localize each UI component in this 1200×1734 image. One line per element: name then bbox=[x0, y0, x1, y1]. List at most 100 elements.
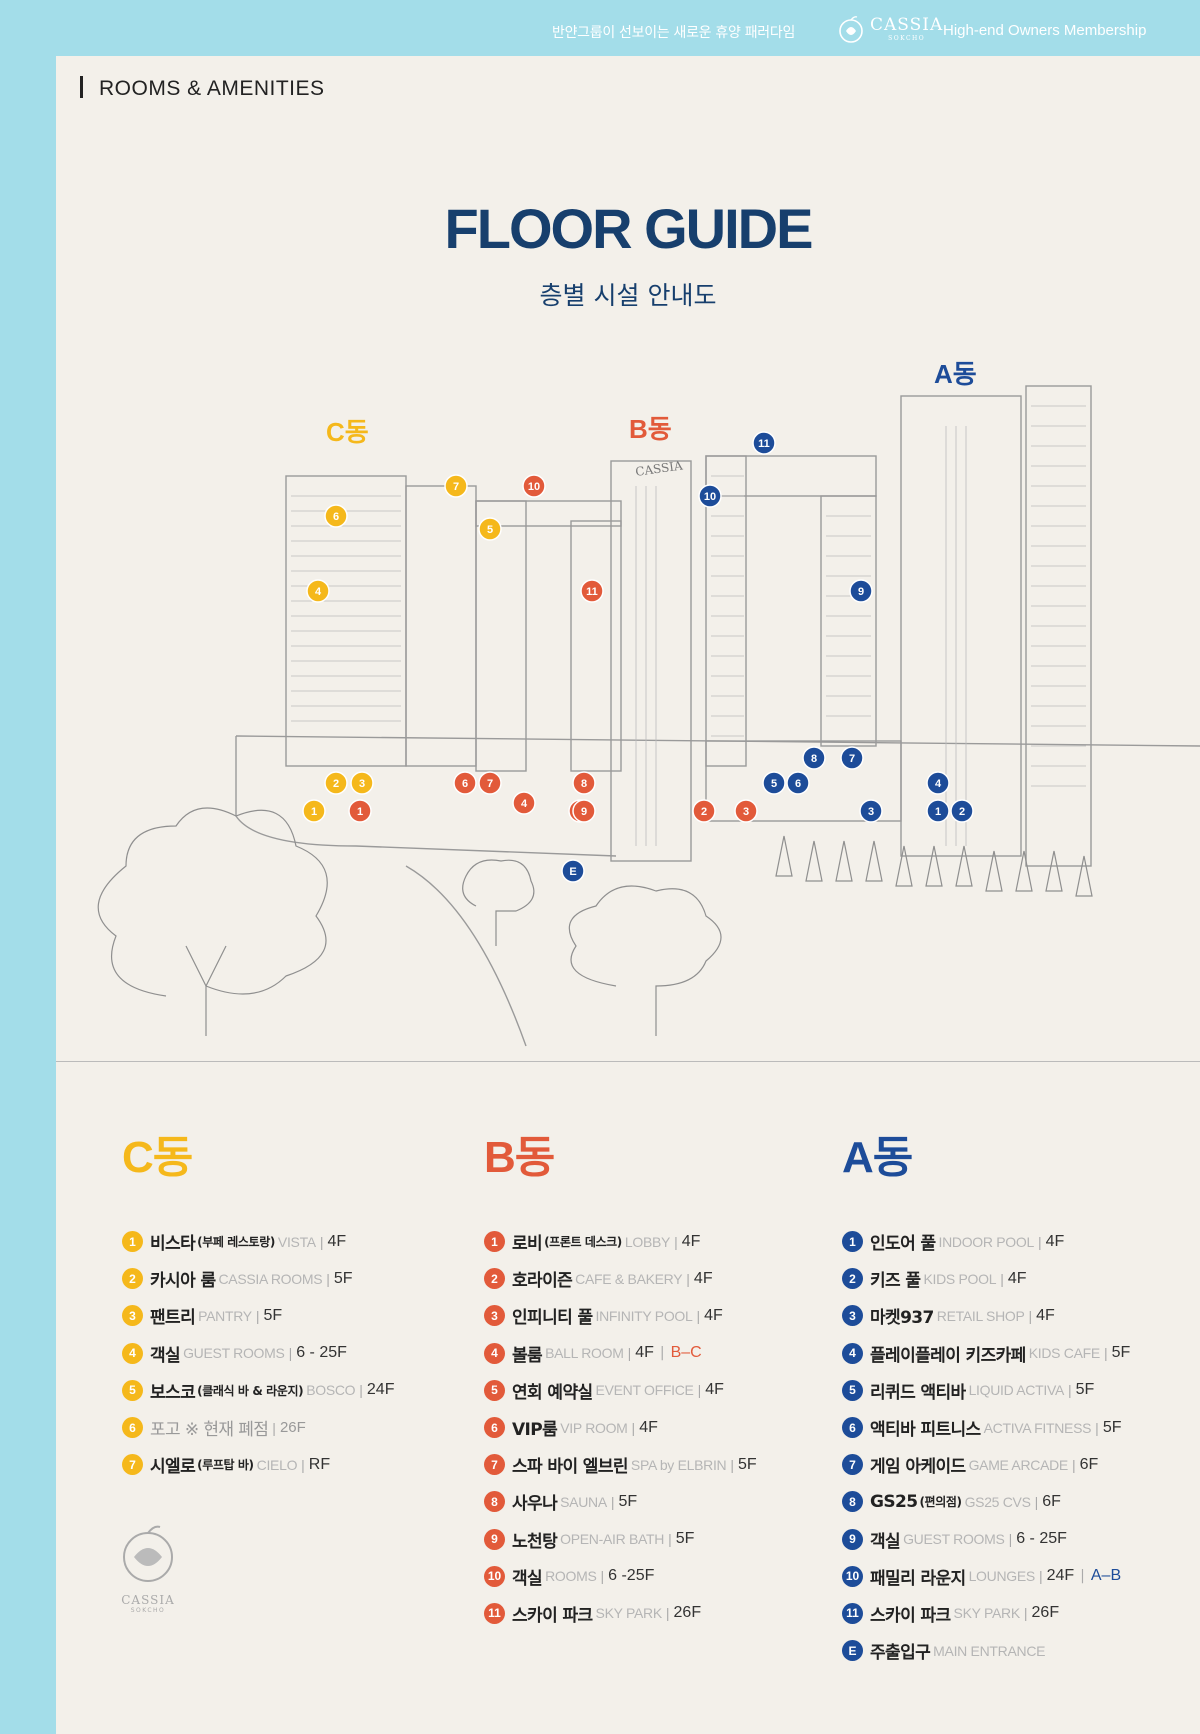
facility-english: SAUNA bbox=[560, 1493, 607, 1510]
facility-note: (루프탑 바) bbox=[197, 1458, 254, 1473]
list-item: 2 카시아 룸 CASSIA ROOMS | 5F bbox=[122, 1260, 462, 1297]
marker-label: 9 bbox=[581, 806, 587, 818]
marker-label: 2 bbox=[333, 778, 339, 790]
footer-logo-name: CASSIA bbox=[121, 1593, 175, 1607]
separator: | bbox=[1080, 1568, 1085, 1585]
number-badge: 9 bbox=[484, 1528, 505, 1550]
marker-label: 6 bbox=[795, 778, 801, 790]
facility-name: 게임 아케이드 bbox=[870, 1457, 966, 1478]
ab-podium bbox=[705, 740, 902, 822]
floor-value: 4F bbox=[639, 1418, 658, 1436]
facility-english: PANTRY bbox=[198, 1307, 252, 1324]
marker-a-3 bbox=[859, 799, 883, 823]
facility-name: 로비 bbox=[512, 1234, 543, 1255]
marker-b-7 bbox=[478, 771, 502, 795]
facility-english: BOSCO bbox=[306, 1382, 356, 1399]
list-item: 2 호라이즌 CAFE & BAKERY | 4F bbox=[484, 1260, 824, 1297]
floor-value: 4F bbox=[681, 1232, 701, 1250]
marker-a-10 bbox=[698, 484, 722, 508]
column-heading-c: C동 bbox=[122, 1133, 193, 1182]
marker-c-6 bbox=[324, 504, 348, 528]
divider bbox=[56, 1061, 1200, 1062]
facility-name: 마켓937 bbox=[870, 1308, 934, 1329]
marker-label: 3 bbox=[743, 806, 749, 818]
number-badge: 7 bbox=[484, 1454, 505, 1476]
c-b-skybridge bbox=[475, 500, 622, 527]
facility-english: LIQUID ACTIVA bbox=[968, 1382, 1065, 1399]
separator: | bbox=[255, 1307, 260, 1324]
b-tower-mid bbox=[570, 520, 622, 772]
column-heading-b: B동 bbox=[484, 1133, 555, 1182]
list-item: 7 스파 바이 엘브린 SPA by ELBRIN | 5F bbox=[484, 1446, 824, 1483]
list-item: 3 마켓937 RETAIL SHOP | 4F bbox=[842, 1297, 1182, 1334]
list-item: 1 인도어 풀 INDOOR POOL | 4F bbox=[842, 1223, 1182, 1260]
marker-a-2 bbox=[950, 799, 974, 823]
floor-value: 4F bbox=[705, 1381, 724, 1399]
number-badge: 1 bbox=[484, 1231, 505, 1253]
label-b: B동 bbox=[629, 414, 672, 444]
marker-a-4 bbox=[926, 771, 950, 795]
marker-label: 8 bbox=[811, 753, 817, 765]
facility-name: 주출입구 bbox=[870, 1643, 931, 1664]
facility-name: 객실 bbox=[150, 1345, 181, 1366]
floor-value: 26F bbox=[1031, 1604, 1060, 1622]
cassia-logo-icon bbox=[839, 16, 863, 43]
separator: | bbox=[326, 1270, 330, 1287]
marker-label: 3 bbox=[359, 778, 365, 790]
list-item: 5 보스코 (클래식 바 & 라운지) BOSCO | 24F bbox=[122, 1372, 462, 1409]
facility-name: 패밀리 라운지 bbox=[870, 1568, 966, 1589]
facility-english: GUEST ROOMS bbox=[183, 1345, 285, 1362]
b-right-floor-lines bbox=[711, 475, 744, 737]
page-content: ROOMS & AMENITIES FLOOR GUIDE 층별 시설 안내도 bbox=[56, 56, 1200, 1734]
column-c: C동 1 비스타 (부페 레스토랑) VISTA | 4F 2 카시아 룸 CASSIA ROO… bbox=[122, 1121, 462, 1483]
floor-value: 6 -25F bbox=[608, 1567, 655, 1585]
facility-name: 리퀴드 액티바 bbox=[870, 1382, 966, 1403]
separator: | bbox=[610, 1493, 615, 1510]
list-item: E 주출입구 MAIN ENTRANCE bbox=[842, 1632, 1182, 1669]
number-badge: 5 bbox=[122, 1379, 143, 1401]
floor-value: 5F bbox=[333, 1269, 353, 1287]
marker-b-6 bbox=[453, 771, 477, 795]
separator: | bbox=[272, 1419, 276, 1436]
facility-name: 인도어 풀 bbox=[870, 1234, 936, 1255]
floor-value: 4F bbox=[1045, 1232, 1065, 1250]
separator: | bbox=[665, 1605, 670, 1622]
facility-name: 비스타 bbox=[150, 1234, 196, 1255]
facility-name: 사우나 bbox=[512, 1494, 558, 1515]
separator: | bbox=[1071, 1456, 1076, 1473]
separator: | bbox=[674, 1233, 678, 1250]
marker-label: 3 bbox=[868, 806, 874, 818]
floor-value: 6F bbox=[1079, 1455, 1099, 1473]
facility-english: RETAIL SHOP bbox=[936, 1307, 1025, 1324]
facility-note: (부페 레스토랑) bbox=[197, 1235, 275, 1250]
marker-a-5 bbox=[762, 771, 786, 795]
list-a: 1 인도어 풀 INDOOR POOL | 4F 2 키즈 풀 KIDS POOL | 4F 3 마켓… bbox=[842, 1223, 1182, 1669]
facility-english: MAIN ENTRANCE bbox=[933, 1642, 1046, 1659]
marker-b-8 bbox=[572, 771, 596, 795]
marker-label: 5 bbox=[487, 524, 493, 536]
floor-value: 4F bbox=[1007, 1269, 1027, 1287]
number-badge: 8 bbox=[842, 1491, 863, 1513]
marker-label: 9 bbox=[858, 586, 864, 598]
marker-label: 2 bbox=[701, 806, 707, 818]
section-bar bbox=[80, 76, 83, 98]
label-c: C동 bbox=[326, 417, 369, 447]
list-item: 5 리퀴드 액티바 LIQUID ACTIVA | 5F bbox=[842, 1372, 1182, 1409]
separator: | bbox=[1000, 1270, 1004, 1287]
facility-english: CASSIA ROOMS bbox=[218, 1270, 323, 1287]
separator: | bbox=[659, 1345, 665, 1362]
separator: | bbox=[1028, 1307, 1033, 1324]
building-sign: CASSIA bbox=[634, 458, 683, 479]
floor-value: 26F bbox=[673, 1604, 702, 1622]
column-b: B동 1 로비 (프론트 데스크) LOBBY | 4F 2 호라이즌 CAFE & BAKER… bbox=[484, 1121, 824, 1632]
a-tower-right bbox=[1025, 385, 1092, 867]
number-badge: 10 bbox=[842, 1565, 863, 1587]
facility-name: 노천탕 bbox=[512, 1531, 558, 1552]
marker-label: 1 bbox=[311, 806, 317, 818]
marker-c-7 bbox=[444, 474, 468, 498]
floor-value: 4F bbox=[1036, 1306, 1055, 1324]
number-badge: 4 bbox=[484, 1342, 505, 1364]
facility-english: VIP ROOM bbox=[560, 1419, 628, 1436]
number-badge: 3 bbox=[842, 1305, 863, 1327]
list-item: 3 팬트리 PANTRY | 5F bbox=[122, 1297, 462, 1334]
